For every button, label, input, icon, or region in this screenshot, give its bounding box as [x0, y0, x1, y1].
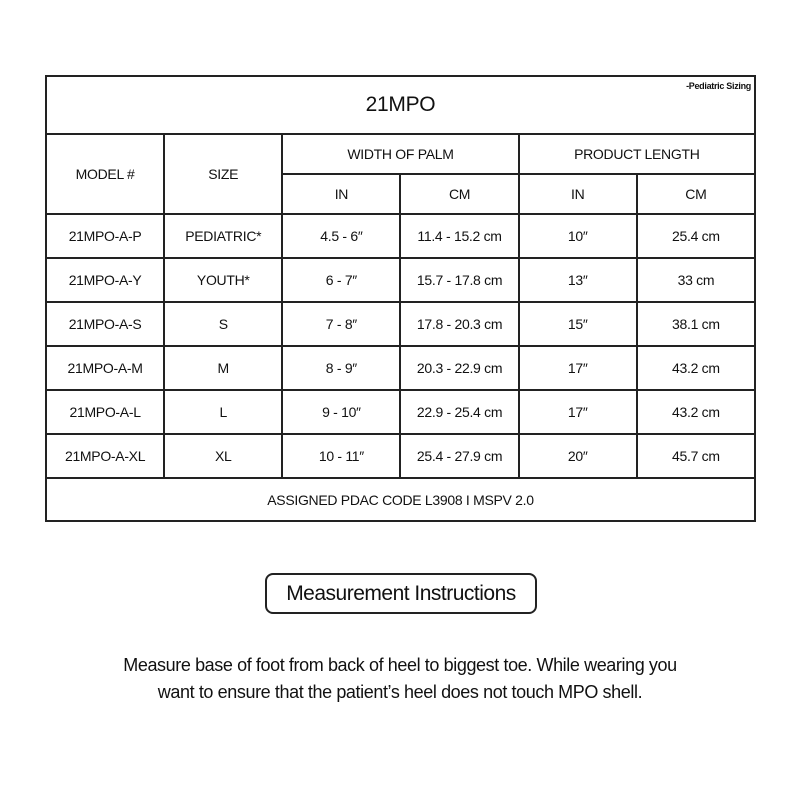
- cell-palm-cm: 20.3 - 22.9 cm: [399, 345, 520, 391]
- cell-size: S: [163, 301, 284, 347]
- header-size: SIZE: [163, 133, 284, 215]
- cell-size: L: [163, 389, 284, 435]
- cell-length-in: 10″: [517, 213, 638, 259]
- instructions-line-2: want to ensure that the patient’s heel d…: [157, 682, 643, 702]
- cell-model: 21MPO-A-P: [44, 213, 166, 259]
- cell-model: 21MPO-A-M: [44, 345, 166, 391]
- cell-length-in: 17″: [517, 345, 638, 391]
- cell-model: 21MPO-A-S: [44, 301, 166, 347]
- cell-palm-cm: 11.4 - 15.2 cm: [399, 213, 520, 259]
- cell-length-in: 17″: [517, 389, 638, 435]
- measurement-instructions-heading: Measurement Instructions: [265, 573, 537, 614]
- header-product-length: PRODUCT LENGTH: [517, 133, 757, 175]
- cell-model: 21MPO-A-L: [44, 389, 166, 435]
- table-title: 21MPO: [365, 93, 436, 116]
- cell-palm-in: 8 - 9″: [281, 345, 402, 391]
- cell-palm-cm: 25.4 - 27.9 cm: [399, 433, 520, 479]
- cell-size: M: [163, 345, 284, 391]
- sizing-table: 21MPO -Pediatric Sizing MODEL # SIZE WID…: [44, 75, 757, 522]
- cell-length-cm: 43.2 cm: [635, 389, 757, 435]
- header-width-of-palm: WIDTH OF PALM: [281, 133, 520, 175]
- table-row: 21MPO-A-P PEDIATRIC* 4.5 - 6″ 11.4 - 15.2 c…: [44, 213, 757, 259]
- cell-size: XL: [163, 433, 284, 479]
- table-row: 21MPO-A-L L 9 - 10″ 22.9 - 25.4 cm 17″ 43.2 c…: [44, 389, 757, 435]
- cell-length-in: 20″: [517, 433, 638, 479]
- table-row: 21MPO-A-Y YOUTH* 6 - 7″ 15.7 - 17.8 cm 13″ 33…: [44, 257, 757, 303]
- measurement-instructions-text: Measure base of foot from back of heel t…: [60, 652, 740, 706]
- cell-size: YOUTH*: [163, 257, 284, 303]
- cell-length-cm: 45.7 cm: [635, 433, 757, 479]
- pediatric-sizing-note: -Pediatric Sizing: [686, 81, 751, 91]
- table-row: 21MPO-A-XL XL 10 - 11″ 25.4 - 27.9 cm 20″ 45.…: [44, 433, 757, 479]
- table-title-cell: 21MPO -Pediatric Sizing: [45, 75, 756, 135]
- cell-size: PEDIATRIC*: [163, 213, 284, 259]
- header-length-cm: CM: [635, 173, 757, 215]
- cell-model: 21MPO-A-XL: [44, 433, 166, 479]
- cell-palm-cm: 17.8 - 20.3 cm: [399, 301, 520, 347]
- cell-length-cm: 43.2 cm: [635, 345, 757, 391]
- cell-model: 21MPO-A-Y: [44, 257, 166, 303]
- instructions-line-1: Measure base of foot from back of heel t…: [123, 655, 677, 675]
- header-palm-in: IN: [281, 173, 402, 215]
- cell-palm-cm: 22.9 - 25.4 cm: [399, 389, 520, 435]
- header-palm-cm: CM: [399, 173, 520, 215]
- header-model: MODEL #: [44, 133, 166, 215]
- cell-length-cm: 25.4 cm: [635, 213, 757, 259]
- header-length-in: IN: [517, 173, 638, 215]
- table-row: 21MPO-A-M M 8 - 9″ 20.3 - 22.9 cm 17″ 43.2 cm: [44, 345, 757, 391]
- cell-palm-cm: 15.7 - 17.8 cm: [399, 257, 520, 303]
- cell-palm-in: 7 - 8″: [281, 301, 402, 347]
- cell-length-cm: 38.1 cm: [635, 301, 757, 347]
- cell-length-in: 13″: [517, 257, 638, 303]
- cell-length-in: 15″: [517, 301, 638, 347]
- table-row: 21MPO-A-S S 7 - 8″ 17.8 - 20.3 cm 15″ 38.1 cm: [44, 301, 757, 347]
- cell-palm-in: 6 - 7″: [281, 257, 402, 303]
- cell-palm-in: 4.5 - 6″: [281, 213, 402, 259]
- cell-palm-in: 9 - 10″: [281, 389, 402, 435]
- cell-palm-in: 10 - 11″: [281, 433, 402, 479]
- pdac-code-footer: ASSIGNED PDAC CODE L3908 I MSPV 2.0: [45, 477, 756, 522]
- cell-length-cm: 33 cm: [635, 257, 757, 303]
